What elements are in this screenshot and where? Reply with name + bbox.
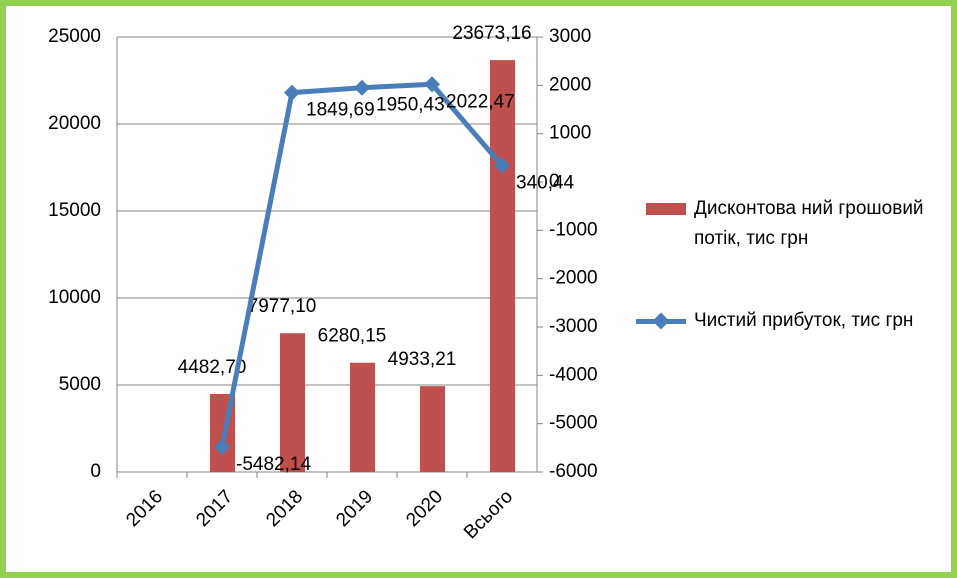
y2-tick-label: -5000	[549, 413, 598, 434]
bar	[420, 386, 445, 472]
y2-tick-label: -3000	[549, 316, 598, 337]
legend-swatch	[636, 306, 686, 336]
x-tick-label: 2016	[122, 486, 167, 531]
x-tick-label: 2017	[192, 486, 237, 531]
line-value-label: 2022,47	[446, 91, 515, 112]
legend-label: Чистий прибуток, тис грн	[694, 310, 914, 331]
bar-value-label: 4933,21	[388, 349, 457, 370]
line-value-label: 340,44	[516, 173, 575, 194]
y-tick-label: 15000	[48, 200, 101, 221]
y2-tick-label: 3000	[549, 26, 591, 47]
y-tick-label: 10000	[48, 287, 101, 308]
x-tick-label: Всього	[460, 486, 517, 543]
legend-item: Дисконтова ний грошовий потік, тис грн	[636, 194, 946, 254]
y2-tick-label: -6000	[549, 461, 598, 482]
legend-label: Дисконтова ний грошовий потік, тис грн	[694, 198, 924, 249]
y2-tick-label: 1000	[549, 123, 591, 144]
line-marker	[284, 84, 300, 101]
y2-tick-label: -2000	[549, 268, 598, 289]
line-value-label: 1849,69	[306, 100, 375, 121]
bar	[280, 333, 305, 472]
legend-item: Чистий прибуток, тис грн	[636, 306, 946, 336]
line-marker	[424, 76, 440, 93]
bar-value-label: 4482,70	[178, 357, 247, 378]
y2-tick-label: 0	[549, 171, 560, 192]
bar-value-label: 23673,16	[452, 23, 531, 44]
y-tick-label: 20000	[48, 113, 101, 134]
line-marker	[354, 79, 370, 96]
x-tick-label: 2018	[262, 486, 307, 531]
x-tick-label: 2020	[402, 486, 447, 531]
y2-tick-label: -4000	[549, 364, 598, 385]
x-tick-label: 2019	[332, 486, 377, 531]
y2-tick-label: 2000	[549, 74, 591, 95]
y-tick-label: 0	[90, 461, 101, 482]
plot: 0500010000150002000025000-6000-5000-4000…	[48, 23, 598, 543]
y2-tick-label: -1000	[549, 219, 598, 240]
bar-value-label: 6280,15	[318, 326, 387, 347]
line-value-label: 1950,43	[376, 95, 445, 116]
y-tick-label: 25000	[48, 26, 101, 47]
legend-swatch	[636, 194, 686, 224]
y-tick-label: 5000	[59, 374, 101, 395]
bar-value-label: 7977,10	[248, 296, 317, 317]
line-marker	[494, 157, 510, 174]
line-marker	[214, 438, 230, 455]
line-value-label: -5482,14	[236, 454, 311, 475]
bar	[490, 60, 515, 473]
bar	[350, 362, 375, 472]
